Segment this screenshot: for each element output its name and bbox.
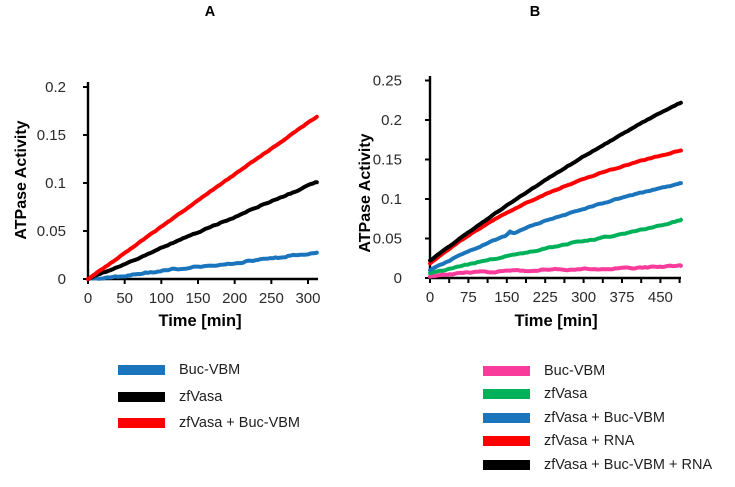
legend-label: Buc-VBM [544, 362, 606, 379]
x-axis-label-a: Time [min] [158, 312, 242, 330]
x-tick-label: 375 [609, 289, 634, 306]
panel-a-title: A [204, 4, 216, 20]
legend-swatch [483, 436, 530, 447]
y-tick-label: 0.1 [381, 191, 402, 208]
series-line [428, 263, 683, 279]
legend-item: zfVasa [118, 384, 300, 411]
x-tick-label: 150 [185, 290, 210, 307]
y-tick-label: 0.2 [381, 112, 402, 129]
y-tick-label: 0.2 [45, 79, 66, 96]
x-tick-label: 150 [494, 289, 519, 306]
legend-swatch [483, 459, 530, 470]
legend-label: Buc-VBM [179, 362, 241, 379]
legend-swatch [483, 412, 530, 423]
x-tick-label: 0 [426, 289, 434, 306]
legend-item: Buc-VBM [118, 357, 300, 384]
y-tick-label: 0.05 [37, 223, 66, 240]
y-axis-label-b: ATPase Activity [357, 133, 374, 253]
series-line [428, 181, 683, 273]
legend-swatch [483, 365, 530, 376]
x-tick-label: 200 [222, 290, 247, 307]
series-line [428, 217, 683, 276]
x-tick-label: 100 [149, 290, 174, 307]
legend-a: Buc-VBM zfVasa zfVasa + Buc-VBM [118, 357, 300, 437]
legend-item: zfVasa + RNA [483, 430, 712, 454]
legend-item: zfVasa + Buc-VBM [118, 410, 300, 437]
x-axis-label-b: Time [min] [514, 312, 598, 330]
x-tick-label: 75 [460, 289, 477, 306]
x-tick-label: 50 [116, 290, 133, 307]
chart-A: 0 0.05 0.1 0.15 0.2 0 50 100 150 200 250 300 [37, 79, 321, 307]
charts-svg: 0 0.05 0.1 0.15 0.2 0 50 100 150 200 250 300 0 0.05 0.… [37, 73, 683, 307]
legend-item: zfVasa + Buc-VBM [483, 406, 712, 430]
series-line [428, 148, 683, 266]
y-tick-label: 0 [58, 271, 66, 288]
series-line [86, 250, 319, 281]
y-tick-label: 0.1 [45, 175, 66, 192]
series-line [428, 100, 683, 263]
legend-label: zfVasa [179, 388, 223, 405]
chart-B: 0 0.05 0.1 0.15 0.2 0.25 0 75 150 225 300 375 450 [373, 73, 683, 306]
y-tick-label: 0 [394, 270, 402, 287]
x-tick-label: 225 [533, 289, 558, 306]
y-axis-label-a: ATPase Activity [13, 120, 30, 240]
axes [86, 82, 318, 281]
y-tick-label: 0.05 [373, 231, 402, 248]
legend-b: Buc-VBM zfVasa zfVasa + Buc-VBM zfVasa +… [483, 359, 712, 477]
x-tick-label: 250 [259, 290, 284, 307]
legend-label: zfVasa [544, 386, 588, 403]
x-tick-label: 0 [84, 290, 92, 307]
x-tick-label: 300 [571, 289, 596, 306]
axes [428, 76, 681, 280]
y-tick-label: 0.25 [373, 73, 402, 90]
series-line [86, 180, 319, 281]
x-tick-label: 300 [295, 290, 320, 307]
legend-swatch [118, 418, 165, 429]
legend-swatch [118, 365, 165, 376]
legend-item: Buc-VBM [483, 359, 712, 383]
y-tick-label: 0.15 [37, 127, 66, 144]
y-tick-label: 0.15 [373, 152, 402, 169]
legend-label: zfVasa + RNA [544, 433, 635, 450]
panel-b-title: B [529, 4, 541, 20]
legend-item: zfVasa [483, 383, 712, 407]
legend-swatch [483, 389, 530, 400]
series-line [86, 114, 319, 281]
legend-label: zfVasa + Buc-VBM [544, 409, 666, 426]
legend-swatch [118, 391, 165, 402]
legend-label: zfVasa + Buc-VBM [179, 415, 301, 432]
x-tick-label: 450 [648, 289, 673, 306]
legend-item: zfVasa + Buc-VBM + RNA [483, 453, 712, 477]
legend-label: zfVasa + Buc-VBM + RNA [544, 456, 713, 473]
